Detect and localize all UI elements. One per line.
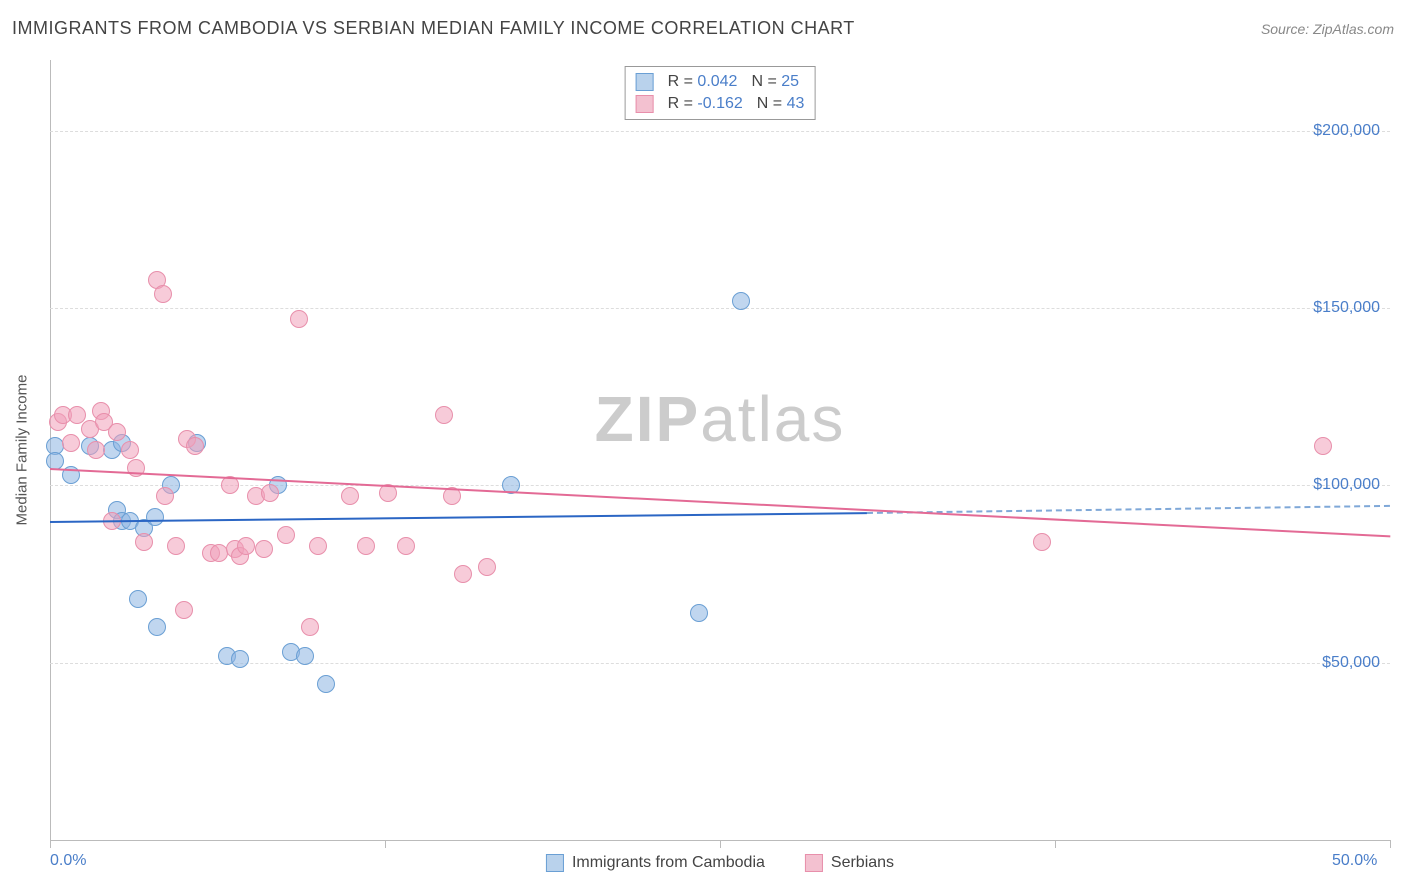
stats-r: R = -0.162 [668,95,743,113]
x-tick-label: 50.0% [1332,852,1377,870]
data-point [121,441,139,459]
data-point [478,558,496,576]
data-point [154,285,172,303]
data-point [341,487,359,505]
watermark-bold: ZIP [595,383,701,455]
data-point [186,437,204,455]
gridline [50,131,1390,132]
data-point [146,508,164,526]
data-point [690,604,708,622]
y-tick-label: $200,000 [1313,122,1380,140]
data-point [277,526,295,544]
x-tick-label: 0.0% [50,852,86,870]
legend-item: Immigrants from Cambodia [546,854,765,872]
source-attribution: Source: ZipAtlas.com [1261,21,1394,37]
data-point [148,618,166,636]
y-tick-label: $150,000 [1313,299,1380,317]
data-point [255,540,273,558]
legend-label: Serbians [831,854,894,872]
data-point [261,484,279,502]
data-point [129,590,147,608]
gridline [50,308,1390,309]
data-point [301,618,319,636]
stats-row: R = -0.162 N = 43 [636,93,805,115]
x-tick [385,840,386,848]
data-point [1314,437,1332,455]
x-tick [1390,840,1391,848]
stats-n: N = 43 [757,95,805,113]
stats-legend-box: R = 0.042 N = 25 R = -0.162 N = 43 [625,66,816,120]
x-tick [50,840,51,848]
data-point [1033,533,1051,551]
data-point [454,565,472,583]
data-point [156,487,174,505]
legend-item: Serbians [805,854,894,872]
y-tick-label: $50,000 [1322,654,1380,672]
data-point [46,452,64,470]
chart-title: IMMIGRANTS FROM CAMBODIA VS SERBIAN MEDI… [12,18,855,39]
gridline [50,663,1390,664]
data-point [732,292,750,310]
data-point [317,675,335,693]
watermark: ZIPatlas [595,382,846,456]
data-point [175,601,193,619]
data-point [357,537,375,555]
data-point [309,537,327,555]
stats-n: N = 25 [751,73,799,91]
data-point [62,434,80,452]
series-legend: Immigrants from Cambodia Serbians [546,854,894,872]
x-tick [1055,840,1056,848]
gridline [50,485,1390,486]
data-point [231,650,249,668]
legend-label: Immigrants from Cambodia [572,854,765,872]
data-point [237,537,255,555]
plot-region: ZIPatlas $50,000 $100,000 $150,000 $200,000… [50,60,1390,840]
stats-swatch [636,73,654,91]
data-point [87,441,105,459]
y-tick-label: $100,000 [1313,476,1380,494]
data-point [290,310,308,328]
stats-swatch [636,95,654,113]
chart-area: Median Family Income ZIPatlas $50,000$10… [50,60,1390,840]
data-point [435,406,453,424]
trend-line [50,512,867,523]
data-point [167,537,185,555]
legend-swatch [805,854,823,872]
data-point [108,423,126,441]
data-point [296,647,314,665]
data-point [397,537,415,555]
data-point [135,533,153,551]
legend-swatch [546,854,564,872]
stats-r: R = 0.042 [668,73,738,91]
x-tick [720,840,721,848]
watermark-light: atlas [700,383,845,455]
stats-row: R = 0.042 N = 25 [636,71,805,93]
y-axis-label: Median Family Income [14,375,31,526]
data-point [68,406,86,424]
